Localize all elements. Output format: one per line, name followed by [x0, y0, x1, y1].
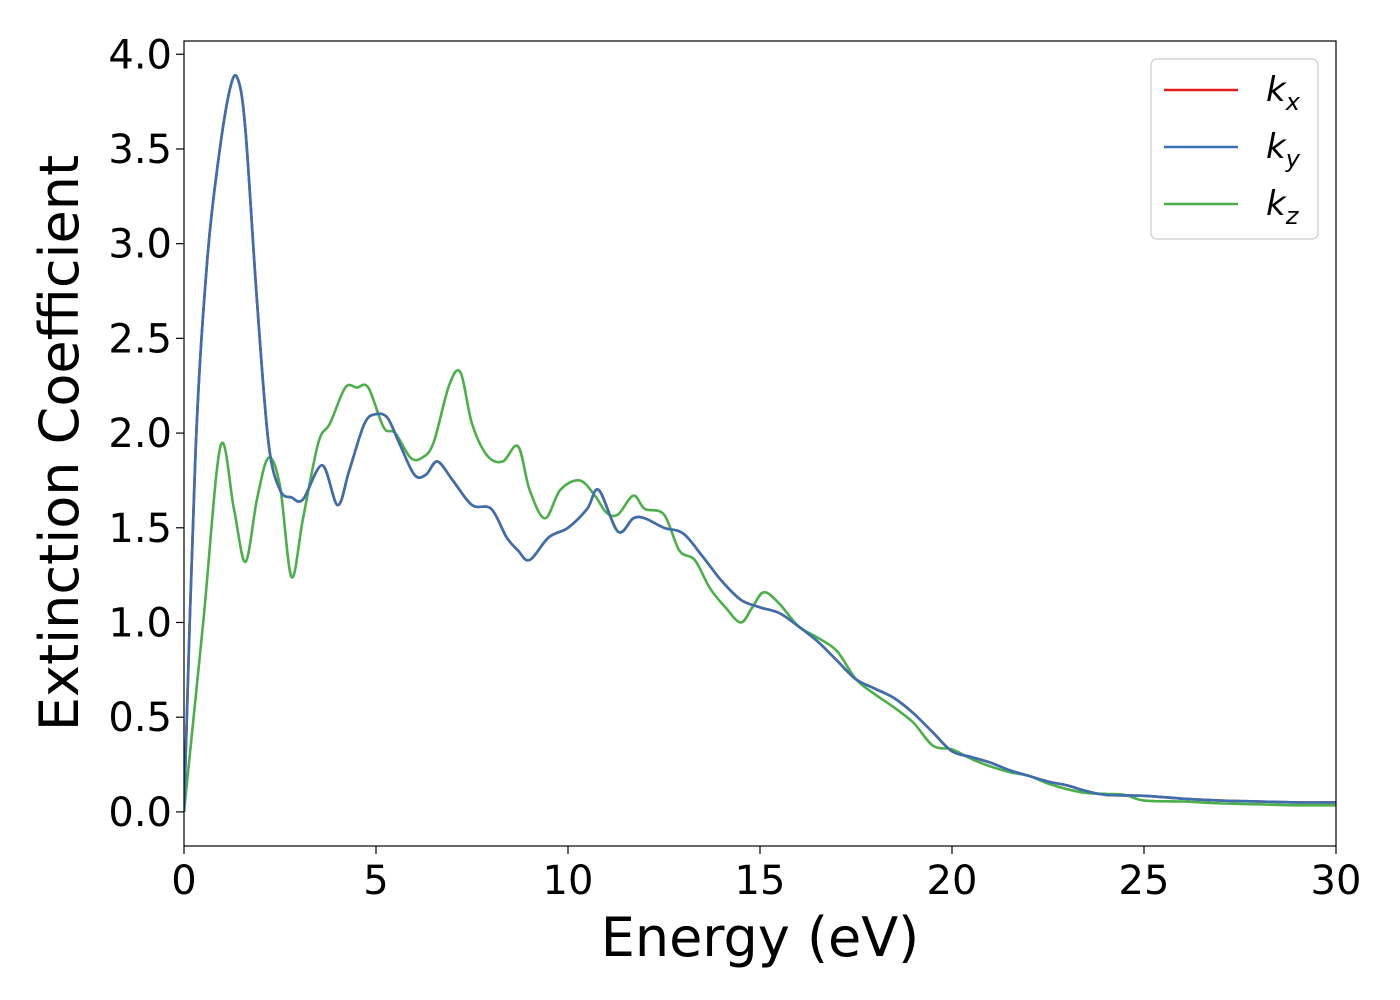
legend-label-y: ky: [1266, 127, 1301, 173]
y-tick-label: 4.0: [108, 32, 172, 78]
y-axis: 0.0 0.5 1.0 1.5 2.0 2.5 3.0 3.5 4.0: [108, 32, 184, 836]
x-axis: 0 5 10 15 20 25 30: [171, 846, 1361, 904]
y-tick-label: 0.5: [108, 695, 172, 741]
y-tick-label: 3.5: [108, 127, 172, 173]
x-tick-label: 20: [927, 858, 978, 904]
x-tick-label: 10: [543, 858, 594, 904]
x-tick-label: 30: [1311, 858, 1362, 904]
y-tick-label: 2.5: [108, 316, 172, 362]
x-tick-label: 5: [363, 858, 388, 904]
x-axis-label: Energy (eV): [601, 906, 920, 969]
y-tick-label: 2.0: [108, 411, 172, 457]
x-tick-label: 25: [1119, 858, 1170, 904]
plot-area: [184, 41, 1336, 846]
x-tick-label: 0: [171, 858, 196, 904]
y-axis-label: Extinction Coefficient: [28, 155, 91, 731]
series-layer: [184, 74, 1336, 813]
legend-box: [1150, 58, 1319, 240]
y-tick-label: 3.0: [108, 222, 172, 268]
series-line-y: [184, 74, 1336, 812]
x-tick-label: 15: [735, 858, 786, 904]
y-tick-label: 1.0: [108, 600, 172, 646]
y-tick-label: 1.5: [108, 506, 172, 552]
y-tick-label: 0.0: [108, 790, 172, 836]
